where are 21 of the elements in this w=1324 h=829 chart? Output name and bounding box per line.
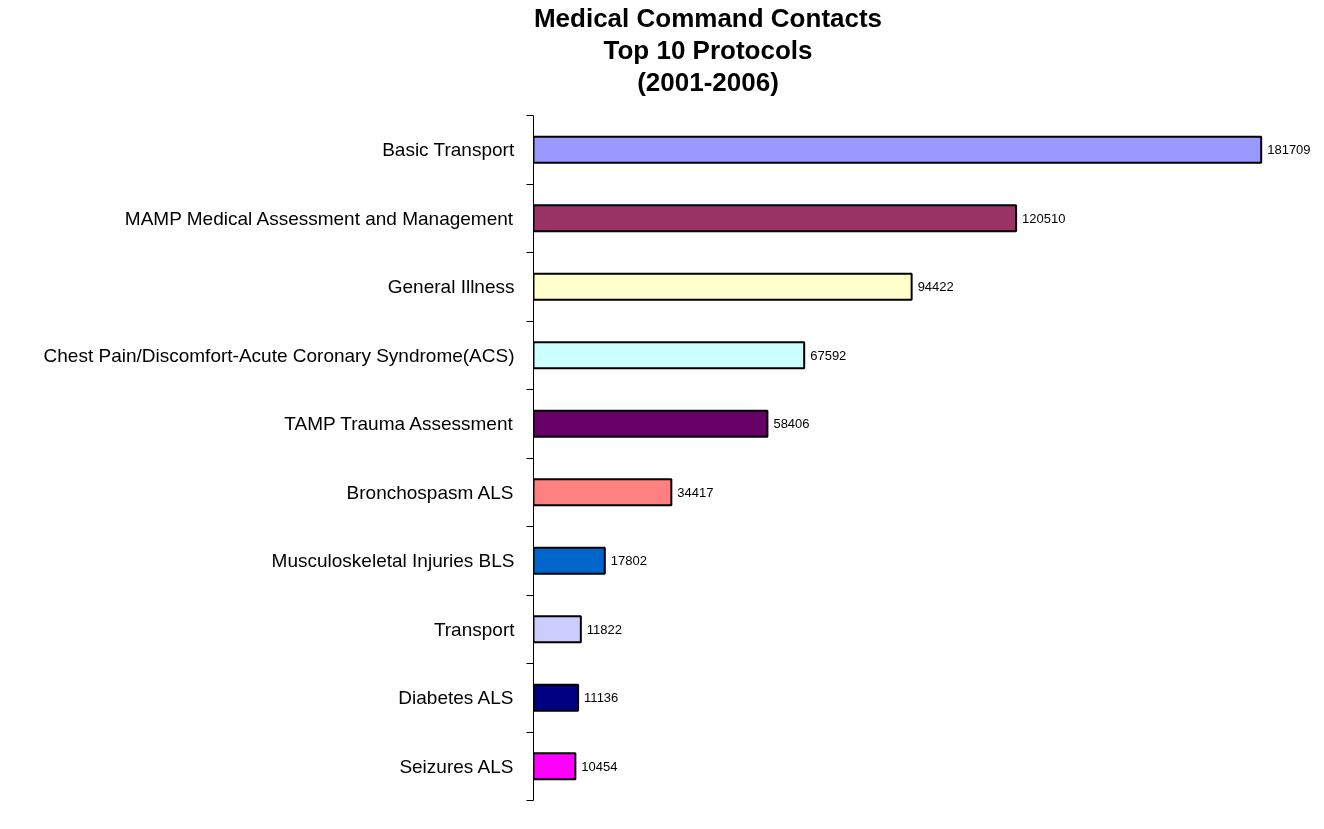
- data-label: 17802: [610, 553, 647, 569]
- data-label: 11822: [586, 621, 623, 637]
- y-tick-label: MAMP Medical Assessment and Management: [124, 207, 514, 229]
- data-label: 11136: [584, 690, 619, 706]
- y-tick-label: General Illness: [387, 276, 515, 298]
- y-tick-label: Transport: [433, 618, 516, 640]
- y-tick-label: Bronchospasm ALS: [346, 481, 514, 503]
- y-tick-label: TAMP Trauma Assessment: [284, 413, 514, 435]
- y-tick-label: Seizures ALS: [399, 755, 514, 777]
- data-label: 94422: [917, 279, 954, 295]
- y-tick-label: Basic Transport: [382, 139, 515, 161]
- data-label: 120510: [1022, 210, 1066, 226]
- chart-title: Medical Command Contacts Top 10 Protocols (2001-2006): [533, 2, 883, 98]
- data-label: 10454: [581, 758, 618, 774]
- data-label: 58406: [773, 416, 810, 432]
- y-tick-label: Chest Pain/Discomfort-Acute Coronary Syndrome(ACS): [43, 344, 515, 366]
- y-tick-label: Diabetes ALS: [398, 687, 514, 709]
- y-tick-label: Musculoskeletal Injuries BLS: [271, 550, 515, 572]
- data-label: 34417: [677, 484, 714, 500]
- data-label: 181709: [1267, 142, 1311, 158]
- data-label: 67592: [810, 347, 847, 363]
